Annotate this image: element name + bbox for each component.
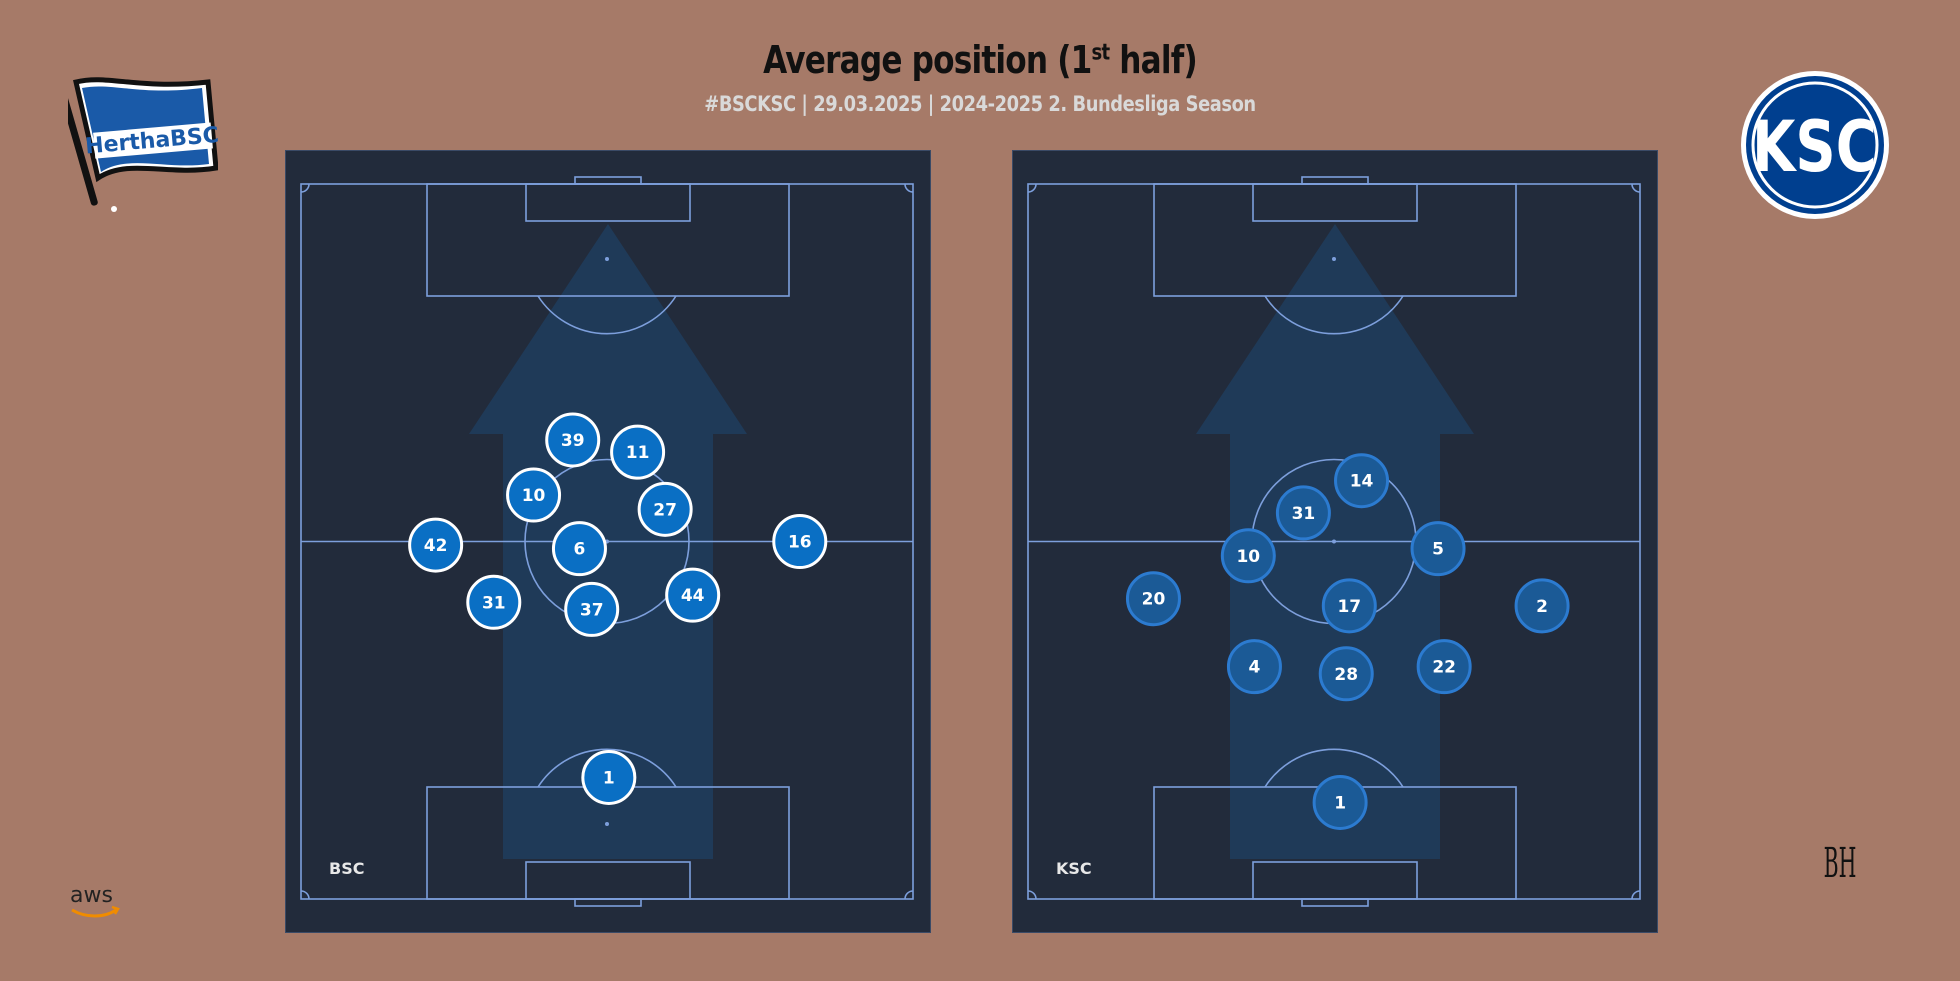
ksc-pitch: KSC 14 31 10 5 20 17 2 4 28 22 1 xyxy=(1012,150,1658,933)
player-point xyxy=(637,481,693,537)
player-point xyxy=(665,567,721,623)
player-number: 4 xyxy=(1249,658,1261,678)
player-number: 28 xyxy=(1334,665,1358,685)
player-marker: 31 xyxy=(466,574,522,630)
bsc-players: 39 11 10 27 42 6 16 31 37 44 1 xyxy=(408,412,828,805)
player-marker: 20 xyxy=(1125,571,1181,627)
player-point xyxy=(610,424,666,480)
player-marker: 37 xyxy=(564,581,620,637)
player-marker: 14 xyxy=(1334,453,1390,509)
player-marker: 4 xyxy=(1226,639,1282,695)
ksc-logo: KSC xyxy=(1741,71,1889,219)
player-number: 11 xyxy=(626,443,650,463)
player-number: 31 xyxy=(482,593,506,613)
player-point xyxy=(1312,774,1368,830)
player-number: 42 xyxy=(424,536,448,556)
player-marker: 28 xyxy=(1318,646,1374,702)
player-marker: 31 xyxy=(1275,485,1331,541)
player-number: 17 xyxy=(1337,597,1361,617)
player-marker: 6 xyxy=(551,521,607,577)
player-point xyxy=(1275,485,1331,541)
player-marker: 2 xyxy=(1514,578,1570,634)
team-label-ksc: KSC xyxy=(1056,859,1092,878)
hertha-bsc-logo: HerthaBSC xyxy=(68,77,218,212)
player-marker: 1 xyxy=(581,749,637,805)
player-number: 14 xyxy=(1350,472,1374,492)
player-point xyxy=(1226,639,1282,695)
player-marker: 42 xyxy=(408,517,464,573)
player-point xyxy=(564,581,620,637)
svg-text:aws: aws xyxy=(70,883,113,908)
player-point xyxy=(506,467,562,523)
player-number: 1 xyxy=(1334,793,1346,813)
player-number: 1 xyxy=(603,768,615,788)
player-marker: 10 xyxy=(1220,528,1276,584)
player-marker: 39 xyxy=(545,412,601,468)
player-point xyxy=(1514,578,1570,634)
player-number: 20 xyxy=(1142,590,1166,610)
player-number: 10 xyxy=(1236,547,1260,567)
svg-text:KSC: KSC xyxy=(1752,106,1877,188)
player-point xyxy=(551,521,607,577)
player-number: 22 xyxy=(1432,658,1456,678)
player-number: 37 xyxy=(580,600,604,620)
chart-title: Average position (1st half) xyxy=(763,38,1198,82)
player-marker: 5 xyxy=(1410,521,1466,577)
player-number: 10 xyxy=(522,486,546,506)
player-marker: 10 xyxy=(506,467,562,523)
ksc-players: 14 31 10 5 20 17 2 4 28 22 1 xyxy=(1125,453,1570,830)
player-point xyxy=(545,412,601,468)
bsc-pitch: BSC 39 11 10 27 42 6 16 31 37 44 1 xyxy=(285,150,931,933)
player-marker: 1 xyxy=(1312,774,1368,830)
player-marker: 44 xyxy=(665,567,721,623)
aws-logo: aws xyxy=(70,883,120,918)
player-point xyxy=(466,574,522,630)
bh-brand-mark: BH xyxy=(1824,839,1857,887)
player-number: 16 xyxy=(788,533,812,553)
player-point xyxy=(581,749,637,805)
player-point xyxy=(772,514,828,569)
player-marker: 16 xyxy=(772,514,828,569)
player-point xyxy=(1334,453,1390,509)
chart-subtitle: #BSCKSC | 29.03.2025 | 2024-2025 2. Bund… xyxy=(704,92,1256,116)
player-number: 2 xyxy=(1536,597,1548,617)
player-number: 39 xyxy=(561,431,585,451)
player-point xyxy=(1220,528,1276,584)
player-marker: 11 xyxy=(610,424,666,480)
player-number: 44 xyxy=(681,586,705,606)
player-marker: 27 xyxy=(637,481,693,537)
svg-text:BH: BH xyxy=(1824,839,1857,887)
player-point xyxy=(1416,639,1472,695)
team-label-bsc: BSC xyxy=(329,859,364,878)
player-point xyxy=(1321,578,1377,634)
player-number: 6 xyxy=(574,540,586,560)
player-marker: 17 xyxy=(1321,578,1377,634)
player-point xyxy=(1410,521,1466,577)
player-number: 5 xyxy=(1432,540,1444,560)
player-point xyxy=(408,517,464,573)
player-point xyxy=(1125,571,1181,627)
player-number: 31 xyxy=(1292,504,1316,524)
player-point xyxy=(1318,646,1374,702)
player-number: 27 xyxy=(653,500,677,520)
player-marker: 22 xyxy=(1416,639,1472,695)
